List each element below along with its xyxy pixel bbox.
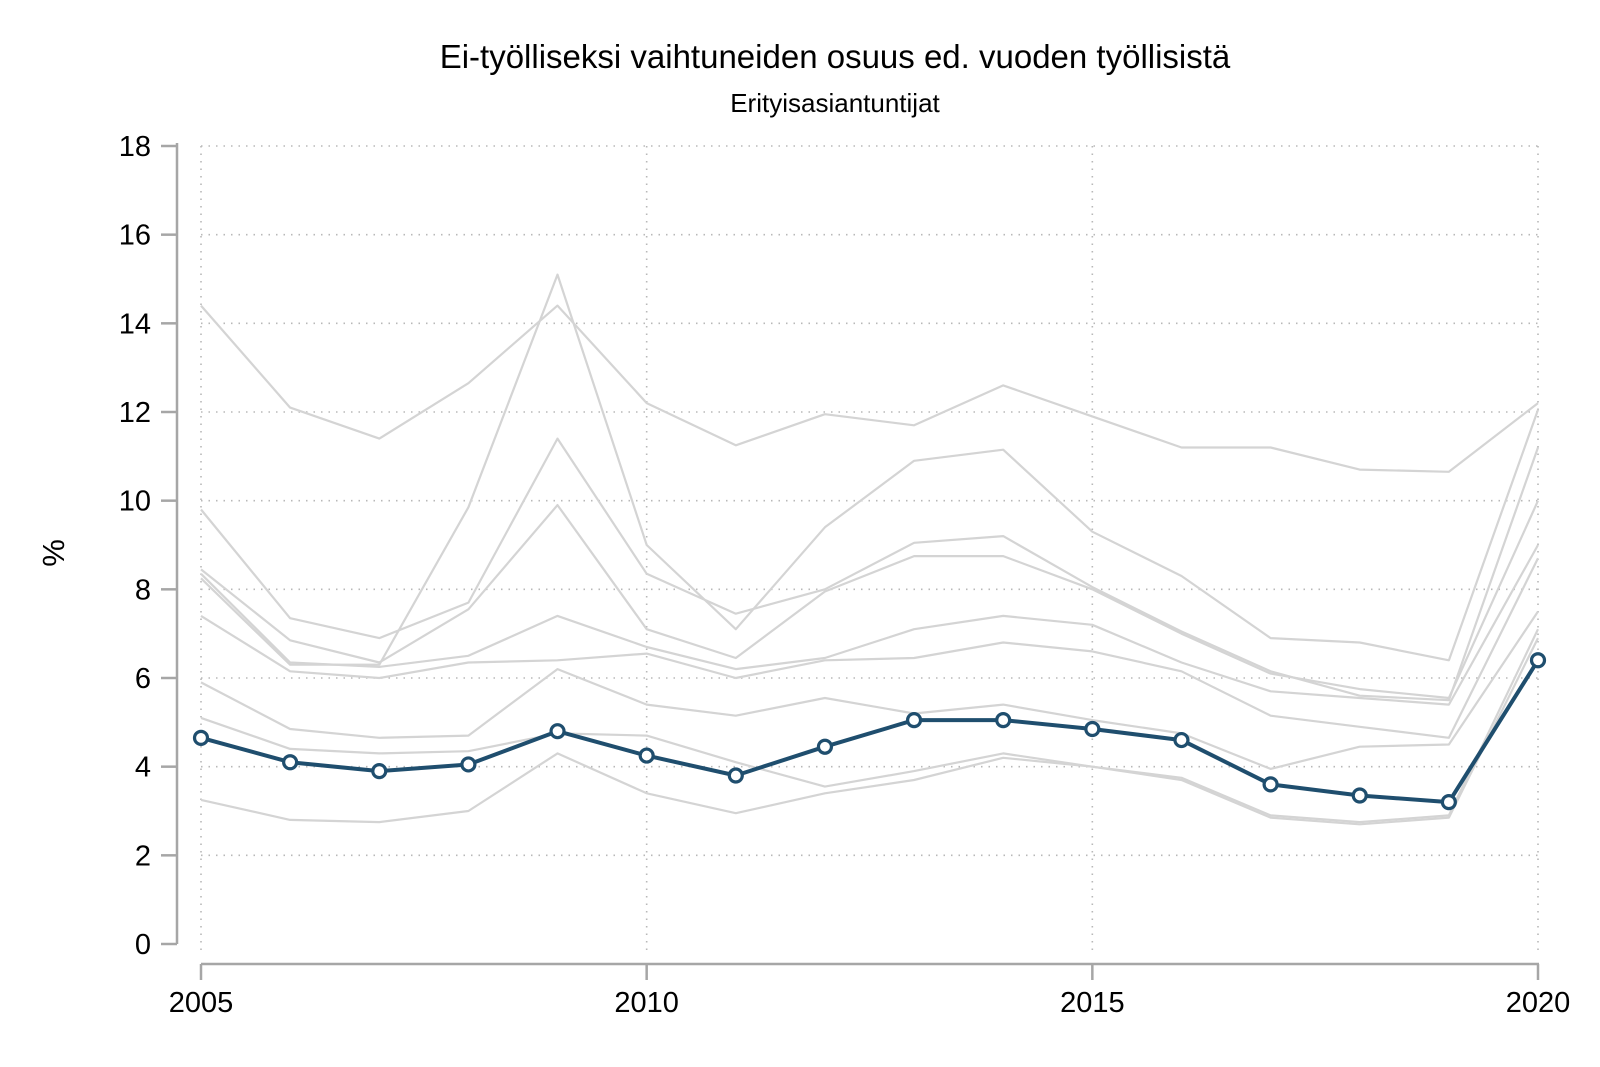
y-tick-label: 8 [135,574,151,606]
series-marker [1084,720,1101,738]
y-tick-label: 4 [135,752,151,784]
series-line-background-1 [200,304,1539,473]
series-line-background-9 [200,637,1539,826]
y-tick-label: 14 [119,308,151,340]
series-marker [816,738,834,755]
series-line-background-3 [200,437,1540,702]
y-tick-label: 2 [135,840,151,872]
series-marker [1262,776,1279,793]
y-tick-label: 16 [119,220,151,252]
series-line-background-5 [200,544,1539,706]
x-tick-label: 2015 [1060,987,1125,1019]
x-tick-label: 2010 [614,987,679,1019]
y-tick-label: 6 [135,663,151,695]
series-marker [638,747,655,764]
series-line-background-6 [200,557,1539,739]
series-line-background-7 [200,610,1539,770]
x-tick-label: 2020 [1506,987,1571,1019]
series-marker [371,762,388,780]
series-marker [1440,794,1457,811]
series-marker [549,723,566,740]
y-tick-label: 12 [119,397,151,429]
series-marker [995,712,1012,729]
x-tick-label: 2005 [169,987,234,1019]
series-marker [1351,787,1368,804]
series-marker [282,754,299,771]
y-tick-label: 18 [119,131,151,163]
y-tick-label: 0 [135,929,151,961]
series-marker [727,767,744,784]
series-marker [1173,731,1190,749]
chart-title: Ei-työlliseksi vaihtuneiden osuus ed. vu… [439,38,1231,75]
series-line-background-2 [200,273,1540,666]
series-line-background-8 [200,628,1539,824]
y-tick-label: 10 [119,486,151,518]
series-marker [192,729,210,746]
series-line-background-4 [200,500,1540,700]
series-line-highlight [200,659,1540,805]
series-marker [460,756,477,773]
series-marker [1529,652,1547,669]
series-marker [905,712,923,729]
chart-subtitle: Erityisasiantuntijat [730,88,940,118]
